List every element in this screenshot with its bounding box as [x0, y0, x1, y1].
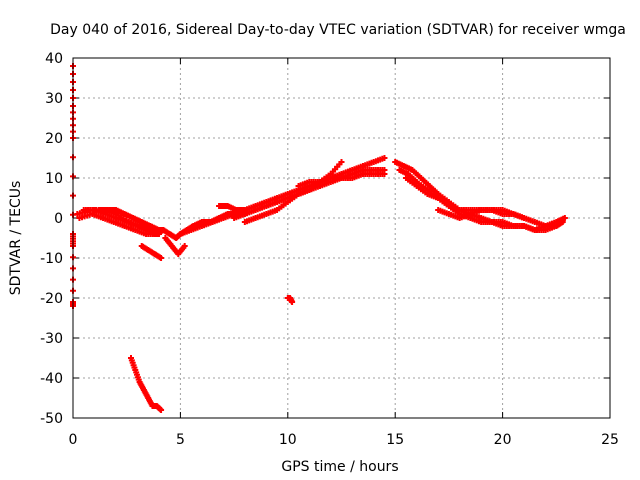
grid [73, 58, 610, 418]
data-point [381, 171, 388, 177]
tick-labels: -50 -40 -30 -20 -10 0 10 20 30 40 0 5 10 15 20 25 [40, 51, 619, 448]
plot-frame [72, 57, 611, 419]
y-tick-label: -50 [40, 411, 63, 427]
data-point [158, 407, 165, 413]
x-axis-title: GPS time / hours [281, 459, 398, 475]
y-tick-label: -20 [40, 291, 63, 307]
y-tick-label: 30 [45, 91, 63, 107]
x-tick-label: 20 [494, 432, 512, 448]
x-tick-label: 10 [279, 432, 297, 448]
data-point [338, 159, 345, 165]
data-point [561, 215, 568, 221]
y-axis-title: SDTVAR / TECUs [8, 181, 24, 296]
y-tick-label: -30 [40, 331, 63, 347]
data-point [381, 155, 388, 161]
y-tick-label: 40 [45, 51, 63, 67]
x-tick-label: 5 [176, 432, 185, 448]
y-tick-label: -10 [40, 251, 63, 267]
data-point [158, 255, 165, 261]
x-tick-label: 25 [601, 432, 619, 448]
x-tick-label: 0 [69, 432, 78, 448]
x-tick-label: 15 [386, 432, 404, 448]
y-tick-label: 0 [54, 211, 63, 227]
chart-title: Day 040 of 2016, Sidereal Day-to-day VTE… [50, 22, 626, 38]
data-point [289, 299, 296, 305]
data-point [521, 215, 528, 221]
y-tick-label: -40 [40, 371, 63, 387]
data-point [181, 243, 188, 249]
y-tick-label: 20 [45, 131, 63, 147]
y-tick-label: 10 [45, 171, 63, 187]
